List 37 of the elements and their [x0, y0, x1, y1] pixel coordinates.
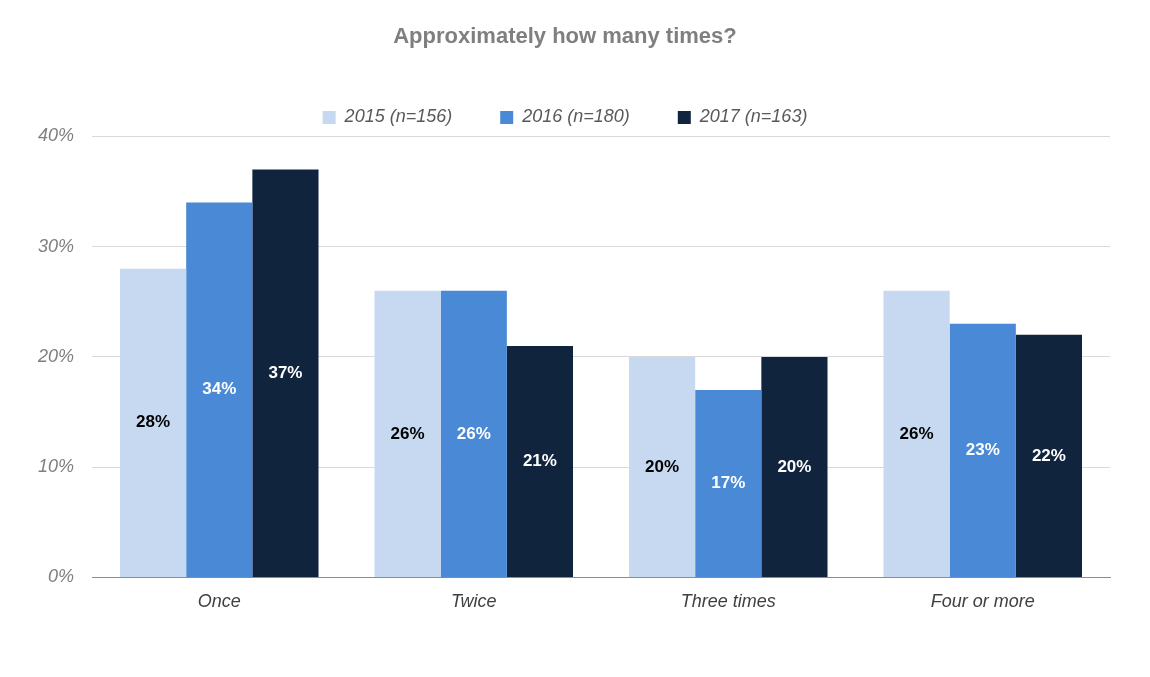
x-tick-label: Twice [450, 591, 497, 612]
bar [629, 356, 696, 577]
data-label: 26% [390, 423, 425, 443]
data-label: 26% [899, 423, 934, 443]
data-label: 22% [1031, 445, 1066, 465]
data-label: 23% [965, 440, 1000, 460]
y-tick-label: 0% [48, 566, 75, 587]
x-tick-label: Four or more [930, 591, 1035, 612]
legend-label: 2016 (n=180) [521, 106, 630, 127]
bar [761, 356, 828, 577]
data-label: 20% [645, 456, 680, 476]
y-tick-label: 40% [38, 125, 75, 146]
data-label: 20% [777, 456, 812, 476]
x-tick-label: Three times [680, 591, 776, 612]
data-label: 34% [202, 379, 237, 399]
bar [440, 290, 507, 577]
data-label: 17% [711, 473, 746, 493]
bar [949, 323, 1016, 577]
y-tick-label: 10% [38, 456, 75, 477]
bar [506, 345, 574, 577]
y-tick-label: 30% [38, 235, 75, 256]
chart-title: Approximately how many times? [393, 23, 737, 49]
bar [695, 389, 762, 577]
legend-label: 2017 (n=163) [698, 106, 808, 127]
x-tick-label: Once [197, 591, 241, 612]
data-label: 26% [456, 423, 491, 443]
bar [186, 202, 253, 577]
data-label: 28% [136, 412, 171, 432]
bar [374, 290, 441, 577]
bar [1015, 334, 1083, 577]
bar [883, 290, 950, 577]
legend-label: 2015 (n=156) [343, 106, 453, 127]
bar [120, 268, 187, 577]
y-tick-label: 20% [37, 345, 75, 366]
data-label: 21% [522, 451, 557, 471]
bar [252, 169, 319, 577]
data-label: 37% [268, 362, 303, 382]
